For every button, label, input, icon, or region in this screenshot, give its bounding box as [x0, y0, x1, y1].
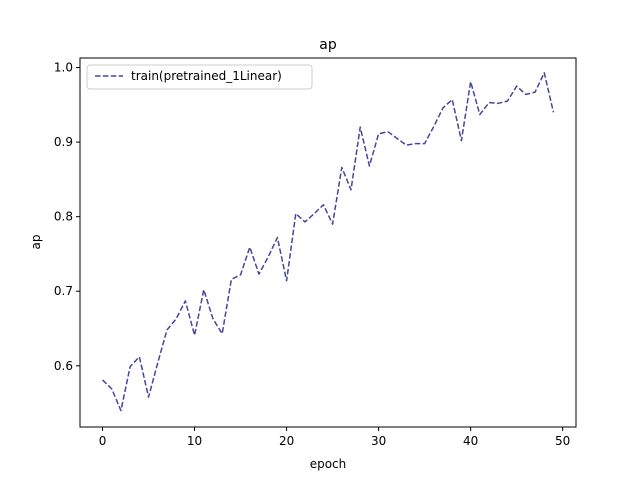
y-tick-label: 1.0: [54, 61, 73, 75]
x-tick-label: 40: [463, 434, 478, 448]
plot-series: [102, 72, 555, 412]
y-tick-label: 0.6: [54, 359, 73, 373]
y-axis-label: ap: [29, 235, 43, 250]
x-tick-label: 50: [555, 434, 570, 448]
chart-title: ap: [319, 37, 337, 53]
y-tick-label: 0.9: [54, 135, 73, 149]
x-tick-label: 30: [371, 434, 386, 448]
x-axis-ticks: 0 10 20 30 40 50: [99, 427, 570, 448]
x-tick-label: 0: [99, 434, 107, 448]
x-tick-label: 20: [279, 434, 294, 448]
legend-box: [86, 64, 313, 90]
legend-label: train(pretrained_1Linear): [131, 69, 282, 83]
y-axis-ticks: 0.6 0.7 0.8 0.9 1.0: [54, 61, 80, 373]
series-line: [102, 72, 555, 412]
x-axis-label: epoch: [310, 457, 347, 471]
y-tick-label: 0.8: [54, 210, 73, 224]
y-tick-label: 0.7: [54, 284, 73, 298]
plot-frame: [79, 57, 577, 428]
legend: train(pretrained_1Linear): [86, 64, 313, 90]
x-tick-label: 10: [187, 434, 202, 448]
